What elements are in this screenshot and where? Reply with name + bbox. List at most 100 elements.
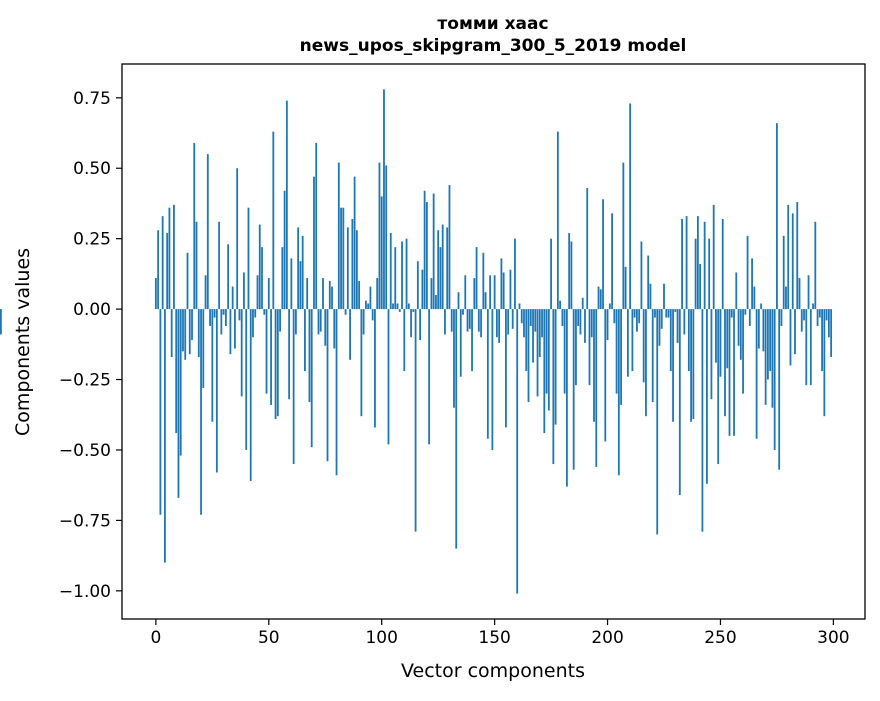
bar (258, 224, 261, 310)
bar (346, 227, 349, 310)
bar (200, 309, 202, 515)
bar (629, 103, 632, 310)
bar (337, 162, 340, 310)
bar (611, 213, 613, 310)
bar (365, 300, 367, 310)
bar (240, 309, 243, 397)
x-tick-label: 150 (478, 628, 510, 648)
bar (236, 168, 239, 310)
bar (157, 230, 160, 310)
bar (529, 309, 532, 326)
bar (626, 309, 629, 377)
bar (794, 309, 796, 355)
bar (534, 309, 537, 332)
bar (742, 309, 744, 394)
bar (468, 309, 471, 329)
bar (656, 309, 659, 535)
y-tick-label: −1.00 (59, 582, 111, 602)
bar (708, 238, 711, 310)
bar (215, 309, 218, 473)
bar (396, 303, 399, 310)
bar (676, 309, 679, 343)
bar (403, 309, 406, 372)
bar (620, 309, 622, 405)
bar (699, 264, 702, 310)
bar (482, 252, 485, 310)
bar (378, 162, 381, 310)
bar (333, 309, 336, 349)
bar (168, 207, 171, 310)
bar (665, 309, 668, 318)
bar (744, 309, 747, 315)
bar (703, 221, 706, 310)
bar (435, 295, 437, 310)
bar (721, 218, 724, 310)
bar (554, 309, 557, 425)
bar (486, 309, 489, 439)
bar (182, 309, 184, 352)
bar (827, 309, 830, 338)
bar (383, 89, 385, 310)
bar (658, 309, 661, 346)
bar (154, 278, 157, 310)
bar (712, 204, 715, 310)
bar (624, 266, 627, 310)
bar (809, 309, 812, 386)
bar (349, 309, 351, 360)
bar (525, 309, 528, 372)
bar (265, 309, 268, 394)
bar (498, 309, 501, 343)
bar (636, 309, 638, 332)
bar (439, 247, 442, 310)
bar (457, 292, 460, 310)
bar (812, 303, 814, 310)
bar (389, 233, 392, 310)
bar (290, 258, 293, 310)
bar (428, 309, 431, 445)
bar (669, 309, 672, 372)
bar (249, 309, 252, 481)
bar (317, 309, 320, 335)
bar (710, 309, 713, 400)
bar (227, 244, 230, 310)
bar (505, 309, 507, 428)
bar (613, 309, 616, 324)
bar (543, 309, 546, 434)
bar (448, 185, 451, 310)
y-axis-label: Components values (12, 248, 34, 436)
bar (733, 309, 735, 436)
bar (394, 247, 397, 310)
bar (477, 309, 480, 332)
bar (565, 309, 568, 487)
bar (254, 309, 257, 318)
bar (340, 207, 342, 310)
bar (685, 216, 688, 310)
bar (755, 309, 758, 439)
bar (785, 286, 787, 310)
bar (663, 283, 665, 310)
bar (514, 238, 516, 310)
bar (751, 258, 753, 310)
bar (728, 309, 731, 436)
bar (421, 269, 424, 310)
bar (559, 300, 562, 310)
bar (595, 309, 598, 467)
bar (455, 309, 458, 549)
bar (285, 100, 288, 310)
bar (412, 309, 415, 312)
bar (735, 272, 738, 310)
bar (360, 309, 363, 417)
bar (746, 235, 749, 310)
bar (453, 309, 455, 408)
bar (484, 292, 487, 310)
bar (572, 309, 575, 470)
bar (818, 309, 821, 318)
bar (238, 309, 241, 321)
bar (726, 309, 729, 369)
bar (672, 309, 674, 422)
bar (606, 309, 609, 341)
bar (193, 142, 196, 310)
bar (773, 309, 776, 450)
bar (649, 283, 652, 310)
